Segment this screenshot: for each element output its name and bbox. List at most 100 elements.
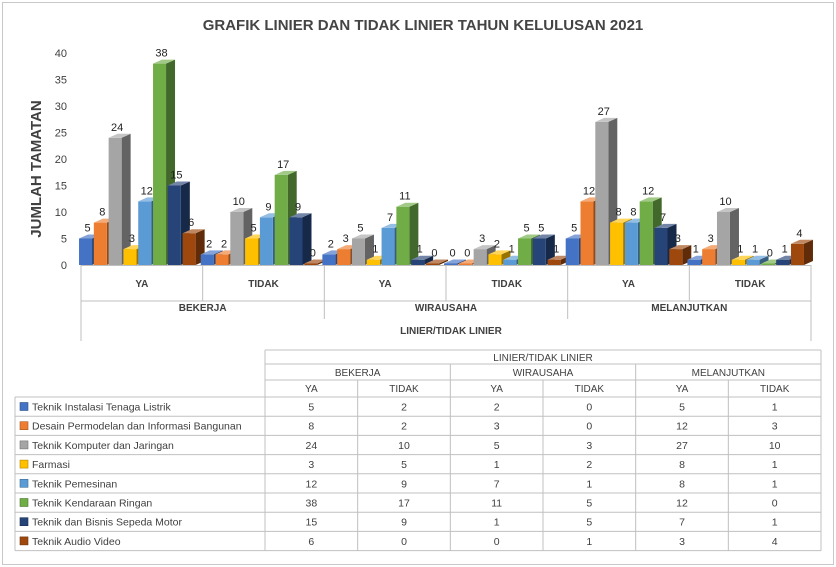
bar-front (488, 254, 502, 265)
legend-swatch (19, 517, 29, 527)
table-category-header: YA (676, 384, 689, 395)
bar-top (654, 223, 677, 228)
group-label: MELANJUTKAN (651, 303, 727, 314)
category-label: YA (622, 279, 635, 290)
table-cell: 3 (308, 459, 314, 471)
bar-top (473, 245, 496, 250)
table-cell: 8 (679, 478, 685, 490)
table-cell: 1 (494, 517, 500, 529)
legend-label: Teknik Kendaraan Ringan (32, 498, 152, 510)
category-label: TIDAK (492, 279, 523, 290)
bar-top (518, 234, 541, 239)
bar-side (121, 133, 131, 265)
table-category-header: YA (305, 384, 318, 395)
data-label: 9 (265, 201, 271, 213)
table-cell: 12 (676, 421, 688, 433)
bar-side (438, 259, 448, 265)
bar (411, 255, 434, 265)
bar-front (425, 263, 439, 265)
table-cell: 3 (586, 440, 592, 452)
data-label: 1 (782, 244, 788, 256)
table-cell: 0 (772, 498, 778, 510)
legend-swatch (19, 498, 29, 507)
data-label: 5 (538, 223, 544, 235)
y-tick-label: 5 (61, 234, 67, 246)
bar-front (503, 259, 517, 265)
table-cell: 1 (586, 536, 592, 548)
bar-front (458, 263, 472, 265)
table-cell: 7 (494, 478, 500, 490)
legend-label: Desain Permodelan dan Informasi Bangunan (32, 421, 242, 433)
data-label: 0 (310, 248, 316, 260)
table-category-header: TIDAK (575, 384, 605, 395)
data-label: 1 (752, 244, 758, 256)
data-label: 24 (111, 122, 123, 134)
legend-swatch (19, 459, 29, 469)
bar-front (259, 217, 273, 265)
bar-top (595, 117, 618, 122)
data-label: 2 (206, 238, 212, 250)
data-label: 1 (372, 244, 378, 256)
bar-front (669, 249, 683, 265)
bar-side (364, 234, 374, 265)
bar-top (200, 250, 223, 255)
data-label: 3 (129, 233, 135, 245)
table-cell: 11 (491, 498, 502, 510)
bar-front (381, 227, 395, 265)
bar-side (409, 202, 419, 265)
bar (532, 234, 555, 265)
bar-front (108, 137, 122, 265)
data-label: 15 (170, 170, 182, 182)
bar-front (123, 249, 137, 265)
bar (425, 259, 448, 265)
bar-front (230, 212, 244, 265)
legend-label: Teknik Komputer dan Jaringan (32, 440, 174, 452)
legend-label: Teknik Audio Video (32, 536, 121, 548)
legend-swatch (19, 402, 29, 411)
bar-top (444, 259, 467, 264)
bar-side (803, 239, 813, 265)
bar-front (473, 249, 487, 265)
bar-front (366, 259, 380, 265)
bar (746, 255, 769, 265)
bar-front (322, 254, 336, 265)
table-category-header: YA (490, 384, 503, 395)
bar (108, 133, 131, 265)
data-label: 0 (464, 248, 470, 260)
table-cell: 8 (679, 459, 685, 471)
data-label: 3 (343, 233, 349, 245)
table-category-header: TIDAK (389, 384, 419, 395)
data-label: 1 (553, 244, 559, 256)
data-label: 3 (479, 233, 485, 245)
group-label: BEKERJA (179, 303, 227, 314)
bar-front (687, 259, 701, 265)
data-label: 38 (155, 48, 167, 60)
bar-front (93, 222, 107, 265)
table-cell: 0 (586, 421, 592, 433)
table-cell: 3 (679, 536, 685, 548)
bar-side (729, 208, 739, 265)
category-label: TIDAK (735, 279, 766, 290)
data-label: 6 (188, 217, 194, 229)
bar-front (547, 259, 561, 265)
table-cell: 1 (586, 478, 592, 490)
bar-side (424, 255, 434, 265)
data-label: 0 (449, 248, 455, 260)
bar-top (547, 255, 570, 260)
bar-front (289, 217, 303, 265)
bar-top (411, 255, 434, 260)
table-cell: 6 (308, 536, 314, 548)
bar-front (518, 238, 532, 265)
data-label: 0 (431, 248, 437, 260)
table-cell: 7 (679, 517, 685, 529)
table-cell: 5 (586, 498, 592, 510)
data-label: 8 (616, 207, 622, 219)
data-label: 12 (583, 185, 595, 197)
table-cell: 24 (305, 440, 317, 452)
category-label: TIDAK (248, 279, 279, 290)
table-cell: 27 (676, 440, 688, 452)
table-cell: 5 (494, 440, 500, 452)
data-label: 10 (719, 196, 731, 208)
table-category-header: TIDAK (760, 384, 790, 395)
legend-label: Teknik Pemesinan (32, 478, 117, 490)
